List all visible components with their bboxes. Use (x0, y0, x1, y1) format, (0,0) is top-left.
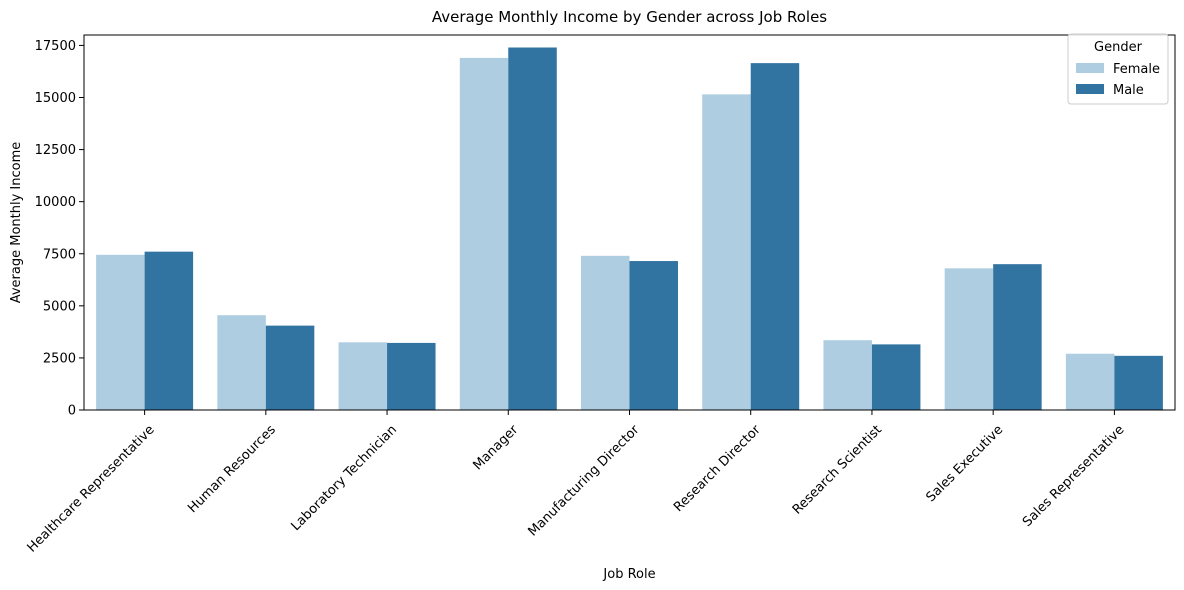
x-tick-label: Research Director (671, 422, 764, 515)
x-tick-label: Sales Executive (923, 422, 1006, 505)
bar-female-5 (581, 255, 630, 410)
x-tick-label: Laboratory Technician (288, 422, 400, 534)
legend-swatch-male (1076, 84, 1104, 94)
x-tick-label: Human Resources (185, 422, 279, 516)
legend-label-female: Female (1113, 62, 1160, 77)
y-tick-label: 10000 (35, 195, 76, 210)
x-tick-label: Manager (470, 422, 521, 473)
y-tick-label: 12500 (35, 143, 76, 158)
bar-male-2 (265, 325, 315, 410)
bar-male-8 (993, 264, 1042, 410)
y-axis-label: Average Monthly Income (9, 142, 24, 304)
y-tick-label: 15000 (35, 91, 76, 106)
bar-female-1 (96, 254, 145, 410)
bar-male-9 (1114, 355, 1163, 410)
legend-title: Gender (1094, 40, 1143, 55)
y-tick-label: 17500 (35, 39, 76, 54)
y-tick-label: 2500 (43, 351, 76, 366)
x-tick-label: Healthcare Representative (25, 422, 158, 555)
bar-male-3 (387, 342, 436, 410)
bar-male-6 (750, 63, 800, 410)
legend-swatch-female (1076, 63, 1104, 73)
y-tick-label: 5000 (43, 299, 76, 314)
chart-title: Average Monthly Income by Gender across … (432, 8, 827, 26)
bar-male-7 (871, 344, 921, 410)
x-tick-label: Sales Representative (1020, 422, 1127, 529)
bar-female-7 (823, 340, 872, 410)
bars-group (96, 47, 1163, 411)
x-tick-label: Research Scientist (790, 422, 885, 517)
y-tick-label: 0 (68, 404, 76, 419)
bar-female-2 (217, 315, 266, 410)
legend: Gender Female Male (1067, 33, 1169, 105)
bar-female-3 (338, 342, 388, 410)
bar-male-4 (508, 47, 557, 410)
legend-label-male: Male (1113, 83, 1144, 98)
bar-male-1 (144, 251, 194, 410)
bar-female-8 (944, 268, 994, 410)
x-tick-label: Manufacturing Director (526, 422, 643, 539)
bar-male-5 (629, 261, 678, 410)
bar-female-4 (459, 57, 509, 411)
x-axis-label: Job Role (602, 567, 655, 582)
plot-frame (83, 34, 1176, 411)
bar-female-9 (1065, 353, 1115, 410)
y-tick-label: 7500 (43, 247, 76, 262)
bar-female-6 (702, 94, 751, 410)
x-axis: Healthcare Representative Human Resources… (25, 410, 1127, 556)
y-axis: 0 2500 5000 7500 10000 12500 15000 17500 (35, 39, 84, 419)
